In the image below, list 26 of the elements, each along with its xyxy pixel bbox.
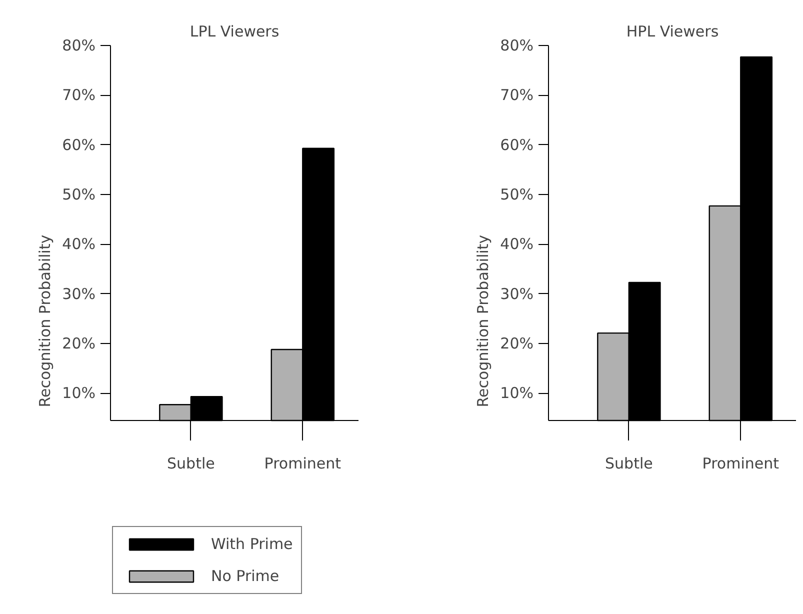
y-axis-title: Recognition Probability [474, 234, 492, 408]
y-tick-label: 50% [62, 186, 96, 204]
chart-title: LPL Viewers [190, 22, 280, 40]
y-tick-label: 10% [500, 384, 534, 402]
legend-label: With Prime [211, 535, 293, 553]
y-tick-label: 50% [500, 186, 534, 204]
x-tick-label: Subtle [167, 454, 215, 472]
y-tick-label: 60% [62, 136, 96, 154]
y-tick-label: 70% [500, 86, 534, 104]
x-tick-label: Subtle [605, 454, 653, 472]
y-tick-label: 70% [62, 86, 96, 104]
y-axis-title: Recognition Probability [36, 234, 54, 408]
x-tick-label: Prominent [264, 454, 342, 472]
y-tick-label: 10% [62, 384, 96, 402]
y-tick-label: 30% [500, 284, 534, 303]
x-tick-label: Prominent [702, 454, 780, 472]
y-tick-label: 20% [62, 334, 96, 353]
legend-label: No Prime [211, 567, 280, 585]
y-tick-label: 30% [62, 284, 96, 303]
y-tick-label: 40% [62, 235, 96, 254]
y-tick-label: 80% [500, 36, 534, 54]
y-tick-label: 60% [500, 136, 534, 154]
y-tick-label: 80% [62, 36, 96, 54]
y-tick-label: 20% [500, 334, 534, 353]
chart-title: HPL Viewers [626, 22, 719, 40]
y-tick-label: 40% [500, 235, 534, 254]
